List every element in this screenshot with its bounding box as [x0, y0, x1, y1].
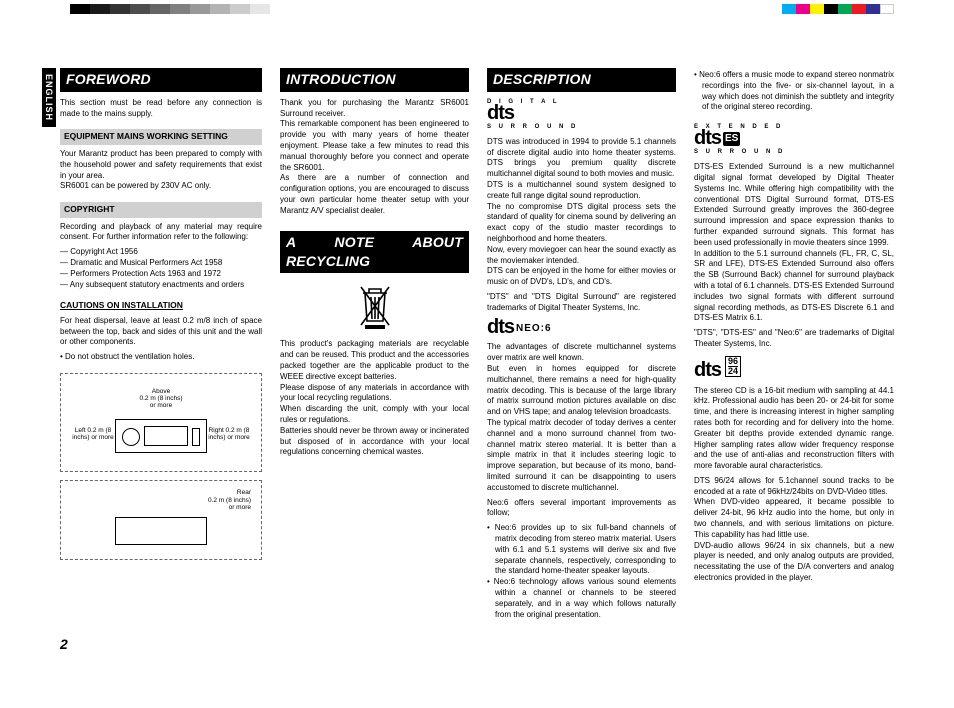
- column-description-cont: Neo:6 offers a music mode to expand ster…: [694, 68, 894, 620]
- page-number: 2: [60, 636, 894, 652]
- language-tab: ENGLISH: [42, 68, 56, 127]
- list-item: Neo:6 technology allows various sound el…: [495, 577, 676, 620]
- column-foreword: FOREWORD This section must be read befor…: [60, 68, 262, 620]
- subheading-mains: EQUIPMENT MAINS WORKING SETTING: [60, 129, 262, 144]
- dts-9624-logo: dts9624: [694, 356, 894, 380]
- heading-recycling: A NOTE ABOUT RECYCLING: [280, 231, 469, 274]
- recycling-body: This product's packaging materials are r…: [280, 339, 469, 458]
- dts-9624-body-2: DTS 96/24 allows for 5.1channel sound tr…: [694, 476, 894, 584]
- heading-introduction: INTRODUCTION: [280, 68, 469, 92]
- clearance-diagram-front: Above 0.2 m (8 inchs) or more Left 0.2 m…: [60, 373, 262, 472]
- weee-bin-icon: [355, 279, 395, 331]
- dts-es-logo: E X T E N D E D dtsES S U R R O U N D: [694, 123, 894, 156]
- unit-front-icon: [115, 419, 207, 453]
- dts-9624-body-1: The stereo CD is a 16-bit medium with sa…: [694, 386, 894, 472]
- cautions-bullets: Do not obstruct the ventilation holes.: [60, 352, 262, 363]
- neo6-body-1: The advantages of discrete multichannel …: [487, 342, 676, 493]
- neo6-label: NEO:6: [516, 323, 552, 334]
- dts-es-trademark: "DTS", "DTS-ES" and "Neo:6" are trademar…: [694, 328, 894, 350]
- list-item: Copyright Act 1956: [72, 247, 262, 258]
- cautions-body: For heat dispersal, leave at least 0.2 m…: [60, 316, 262, 348]
- column-description: DESCRIPTION D I G I T A L dts S U R R O …: [487, 68, 676, 620]
- list-item: Any subsequent statutory enactments and …: [72, 280, 262, 291]
- subheading-cautions: CAUTIONS ON INSTALLATION: [60, 300, 262, 311]
- label-24: 24: [728, 367, 738, 376]
- column-intro-recycle: INTRODUCTION Thank you for purchasing th…: [280, 68, 469, 620]
- dts-digital-surround-logo: D I G I T A L dts S U R R O U N D: [487, 98, 676, 131]
- subheading-copyright: COPYRIGHT: [60, 202, 262, 217]
- clearance-above: Above 0.2 m (8 inchs) or more: [71, 388, 251, 409]
- list-item: Dramatic and Musical Performers Act 1958: [72, 258, 262, 269]
- mains-body: Your Marantz product has been prepared t…: [60, 149, 262, 192]
- clearance-left: Left 0.2 m (8 inchs) or more: [71, 427, 115, 441]
- list-item: Neo:6 provides up to six full-band chann…: [495, 523, 676, 577]
- list-item: Performers Protection Acts 1963 and 1972: [72, 269, 262, 280]
- introduction-body: Thank you for purchasing the Marantz SR6…: [280, 98, 469, 217]
- neo6-music-bullet: Neo:6 offers a music mode to expand ster…: [694, 70, 894, 113]
- logo-underline: S U R R O U N D: [694, 148, 894, 156]
- dts-body: DTS was introduced in 1994 to provide 5.…: [487, 137, 676, 288]
- clearance-right: Right 0.2 m (8 inchs) or more: [207, 427, 251, 441]
- neo6-body-2: Neo:6 offers several important improveme…: [487, 498, 676, 520]
- heading-description: DESCRIPTION: [487, 68, 676, 92]
- dts-neo6-logo: dtsNEO:6: [487, 320, 676, 337]
- list-item: Neo:6 offers a music mode to expand ster…: [702, 70, 894, 113]
- logo-underline: S U R R O U N D: [487, 123, 676, 131]
- foreword-intro: This section must be read before any con…: [60, 98, 262, 120]
- dts-es-body: DTS-ES Extended Surround is a new multic…: [694, 162, 894, 324]
- list-item: Do not obstruct the ventilation holes.: [68, 352, 262, 363]
- neo6-bullets: Neo:6 provides up to six full-band chann…: [487, 523, 676, 620]
- clearance-diagram-rear: Rear 0.2 m (8 inchs) or more: [60, 480, 262, 559]
- registration-marks: [0, 0, 954, 18]
- unit-rear-icon: [115, 517, 207, 545]
- dts-trademark: "DTS" and "DTS Digital Surround" are reg…: [487, 292, 676, 314]
- logo-overline: E X T E N D E D: [694, 123, 894, 131]
- clearance-rear: Rear 0.2 m (8 inchs) or more: [71, 489, 251, 510]
- copyright-list: Copyright Act 1956Dramatic and Musical P…: [60, 247, 262, 290]
- page-content: FOREWORD This section must be read befor…: [0, 18, 954, 682]
- heading-foreword: FOREWORD: [60, 68, 262, 92]
- copyright-body: Recording and playback of any material m…: [60, 222, 262, 244]
- logo-overline: D I G I T A L: [487, 98, 676, 106]
